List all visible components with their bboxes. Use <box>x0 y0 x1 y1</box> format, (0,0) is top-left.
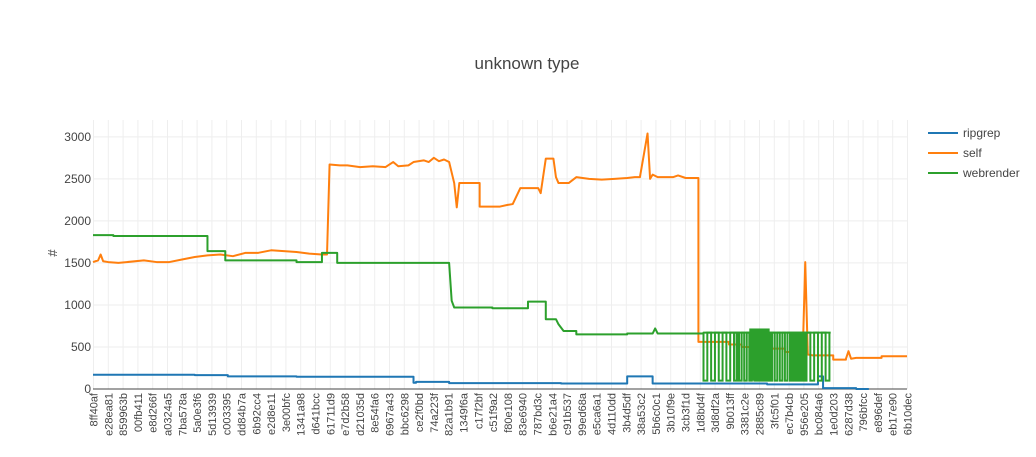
x-tick-label: bc084a6 <box>814 393 826 435</box>
x-tick-label: 1349f6a <box>459 392 471 433</box>
x-tick-label: 6287d38 <box>843 393 855 436</box>
y-tick-label: 2000 <box>64 214 91 228</box>
x-tick-label: c17f2bf <box>473 392 485 429</box>
x-tick-label: 3b10f9e <box>666 393 678 433</box>
x-tick-label: ce2f0bd <box>414 393 426 432</box>
series-line-self <box>92 132 907 361</box>
x-tick-label: 956e205 <box>799 393 811 436</box>
x-tick-label: 1341a98 <box>296 393 308 436</box>
x-tick-label: d641bcc <box>311 393 323 435</box>
x-tick-label: 796bfcc <box>858 393 870 432</box>
x-tick-label: e896def <box>873 392 885 433</box>
x-tick-label: 8ff40af <box>89 392 101 426</box>
x-tick-label: 1e0d203 <box>829 393 841 436</box>
x-tick-label: 3b4d5df <box>621 392 633 433</box>
x-tick-label: f80e108 <box>503 393 515 433</box>
x-tick-label: e8d266f <box>148 392 160 433</box>
x-tick-label: c003395 <box>222 393 234 435</box>
series-lines <box>92 132 907 390</box>
x-tick-label: 6b92cc4 <box>251 393 263 435</box>
x-tick-label: 2885c89 <box>755 393 767 435</box>
x-tick-label: c91b537 <box>562 393 574 435</box>
series-line-ripgrep <box>93 373 869 390</box>
y-axis-title: # <box>45 249 60 257</box>
x-tick-label: 3cb3f1d <box>681 393 693 432</box>
x-tick-label: 3381c2e <box>740 393 752 435</box>
x-tick-label: 83e6940 <box>518 393 530 436</box>
x-tick-label: 6b10dec <box>903 393 915 436</box>
legend-item-webrender[interactable]: webrender <box>928 166 1020 180</box>
legend-label: ripgrep <box>963 126 1001 140</box>
y-axis: 0 500 1000 1500 2000 2500 3000 <box>64 130 91 396</box>
x-tick-label: 5d13939 <box>207 393 219 436</box>
x-tick-label: 00fb411 <box>133 393 145 432</box>
x-tick-label: 99ed68a <box>577 392 589 436</box>
y-tick-label: 1000 <box>64 298 91 312</box>
y-tick-label: 2500 <box>64 172 91 186</box>
series-line-webrender <box>93 234 831 336</box>
legend-label: webrender <box>962 166 1020 180</box>
x-tick-label: 7ba578a <box>177 392 189 436</box>
x-tick-label: 4d110dd <box>607 393 619 435</box>
x-tick-label: 5b6c0c1 <box>651 393 663 435</box>
x-tick-label: 38a53c2 <box>636 393 648 435</box>
y-tick-label: 1500 <box>64 256 91 270</box>
x-tick-label: 6967a43 <box>385 393 397 436</box>
series-line-webrender-oscillation <box>702 331 831 382</box>
x-tick-label: e5ca6a1 <box>592 393 604 435</box>
x-tick-label: bbc6298 <box>399 393 411 435</box>
legend-label: self <box>963 146 982 160</box>
y-tick-label: 500 <box>71 340 91 354</box>
legend-item-ripgrep[interactable]: ripgrep <box>928 126 1001 140</box>
legend[interactable]: ripgrep self webrender <box>928 126 1020 180</box>
x-tick-label: e7d2b58 <box>340 393 352 436</box>
x-tick-label: 787bd3c <box>533 393 545 436</box>
legend-item-self[interactable]: self <box>928 146 982 160</box>
x-tick-label: 859963b <box>118 393 130 436</box>
x-tick-label: 5a0e3f6 <box>192 393 204 433</box>
x-tick-label: 1d8bd4f <box>695 392 707 433</box>
x-tick-label: 3fc5f01 <box>769 393 781 429</box>
x-tick-label: eb17e90 <box>888 393 900 436</box>
series-band-webrender <box>749 328 770 381</box>
x-tick-label: 61711d9 <box>325 393 337 435</box>
x-tick-label: e28ea81 <box>103 393 115 436</box>
x-tick-label: d21035d <box>355 393 367 436</box>
x-tick-label: 9b013ff <box>725 392 737 429</box>
y-tick-label: 3000 <box>64 130 91 144</box>
x-tick-label: 8e54fa6 <box>370 393 382 433</box>
x-tick-label: 82a1b91 <box>444 393 456 436</box>
x-tick-label: ec7b4cb <box>784 393 796 435</box>
x-tick-label: b6e21a4 <box>547 393 559 436</box>
x-tick-label: 74a223f <box>429 392 441 433</box>
chart-title: unknown type <box>475 54 580 73</box>
x-axis: 8ff40af e28ea81 859963b 00fb411 e8d266f a0324… <box>89 388 915 436</box>
x-tick-label: 3e00bfc <box>281 393 293 433</box>
x-tick-label: 3d8df2a <box>710 392 722 433</box>
grid-lines <box>93 120 908 389</box>
x-tick-label: dd84b7a <box>237 392 249 436</box>
x-tick-label: c51f9a2 <box>488 393 500 432</box>
y-tick-label: 0 <box>84 382 91 396</box>
x-tick-label: a0324a5 <box>163 393 175 436</box>
x-tick-label: e2d8e11 <box>266 393 278 435</box>
